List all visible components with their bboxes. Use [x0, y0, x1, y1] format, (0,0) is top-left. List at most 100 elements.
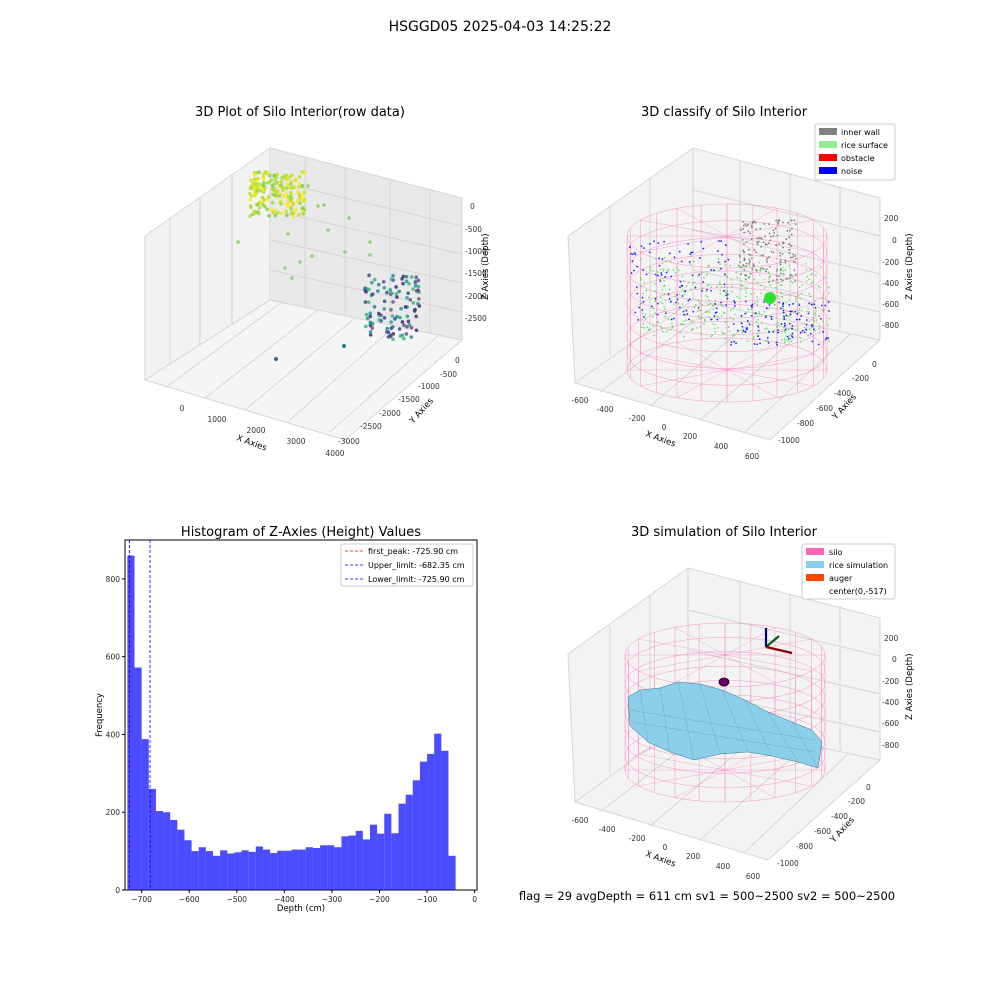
inner-wall-point	[753, 248, 756, 251]
raw-point	[377, 311, 381, 316]
inner-wall-point	[759, 227, 762, 230]
panel2-silo-wireframe	[626, 203, 828, 403]
rice-surface-point	[805, 269, 808, 271]
rice-surface-point	[710, 286, 713, 289]
noise-point	[715, 307, 718, 310]
inner-wall-point	[781, 221, 784, 224]
z-tick-label: 0	[470, 202, 475, 211]
rice-surface-point	[677, 269, 680, 272]
inner-wall-point	[749, 254, 752, 256]
histogram-bar	[277, 850, 285, 890]
raw-point	[261, 172, 266, 177]
raw-point	[288, 184, 292, 189]
rice-surface-point	[716, 285, 718, 288]
inner-wall-point	[752, 265, 755, 268]
rice-surface-point	[640, 278, 642, 281]
z-tick-label: 0	[892, 236, 897, 245]
rice-surface-point	[799, 297, 802, 300]
rice-surface-point	[723, 311, 726, 314]
rice-surface-point	[799, 341, 802, 343]
z-tick-label: -200	[882, 677, 899, 686]
rice-surface-point	[712, 304, 714, 307]
rice-surface-point	[778, 325, 780, 327]
raw-point	[295, 199, 300, 204]
rice-surface-point	[659, 325, 662, 328]
rice-surface-point	[775, 282, 777, 284]
y-tick-label: -400	[834, 389, 851, 398]
y-tick-label: 0	[455, 356, 460, 365]
noise-point	[702, 281, 705, 283]
noise-point	[632, 269, 635, 272]
inner-wall-point	[768, 223, 770, 225]
raw-point	[414, 328, 419, 333]
raw-point	[404, 279, 409, 284]
rice-surface-point	[649, 266, 651, 269]
noise-point	[800, 315, 803, 318]
inner-wall-point	[779, 254, 782, 257]
rice-surface-point	[773, 303, 776, 306]
raw-point	[300, 170, 305, 174]
histogram-bar	[141, 739, 149, 890]
noise-point	[642, 315, 645, 318]
inner-wall-point	[788, 229, 791, 232]
noise-point	[661, 258, 664, 260]
panel4-x-ticks: -600 -400 -200 0 200 400 600	[571, 816, 760, 881]
rice-surface-point	[641, 326, 643, 328]
rice-surface-point	[798, 286, 801, 289]
panel-simulation: 3D simulation of Silo Interior	[567, 525, 915, 881]
noise-point	[673, 256, 676, 259]
inner-wall-point	[790, 244, 793, 247]
panel4-surface-mesh	[629, 681, 819, 769]
rice-surface-point	[639, 296, 641, 299]
rice-surface-point	[744, 287, 747, 289]
rice-surface-point	[690, 320, 693, 322]
noise-point	[783, 318, 786, 320]
raw-point	[391, 332, 396, 336]
raw-point	[363, 300, 368, 304]
silo-spoke	[724, 769, 776, 798]
histogram-bar	[234, 852, 242, 890]
panel1-xlabel: X Axies	[235, 433, 268, 453]
rice-surface-point	[681, 303, 683, 305]
noise-point	[808, 302, 811, 305]
panel4-y-ticks: 0 -200 -400 -600 -800 -1000	[777, 783, 871, 868]
noise-point	[787, 337, 790, 340]
noise-point	[710, 289, 712, 292]
rice-surface-point	[787, 340, 789, 342]
raw-point	[417, 297, 421, 301]
noise-point	[654, 297, 657, 300]
rice-surface-point	[783, 326, 785, 329]
rice-surface-point	[662, 268, 665, 270]
z-tick-label: -400	[882, 698, 899, 707]
noise-point	[720, 240, 723, 243]
inner-wall-point	[767, 242, 770, 244]
inner-wall-point	[755, 251, 757, 254]
x-tick-label: 3000	[286, 437, 305, 446]
histogram-bar	[441, 750, 449, 890]
inner-wall-point	[747, 248, 750, 251]
noise-point	[669, 300, 672, 303]
rice-surface-point	[693, 306, 696, 309]
noise-point	[782, 311, 785, 314]
inner-wall-point	[742, 249, 745, 252]
rice-surface-point	[784, 340, 786, 342]
raw-point	[409, 275, 414, 279]
x-tick-label: -600	[571, 396, 588, 405]
inner-wall-point	[760, 245, 763, 248]
rice-surface-point	[701, 272, 703, 275]
noise-point	[641, 296, 644, 299]
rice-surface-point	[705, 274, 708, 277]
rice-surface-point	[706, 310, 709, 313]
raw-point	[284, 209, 289, 213]
raw-point	[265, 197, 269, 202]
raw-point	[310, 254, 314, 258]
rice-surface-point	[656, 271, 659, 273]
noise-point	[724, 260, 727, 263]
noise-point	[824, 304, 826, 307]
raw-point	[293, 178, 298, 182]
noise-point	[675, 301, 677, 304]
rice-surface-point	[684, 314, 687, 316]
noise-point	[698, 273, 701, 276]
noise-point	[660, 272, 663, 274]
